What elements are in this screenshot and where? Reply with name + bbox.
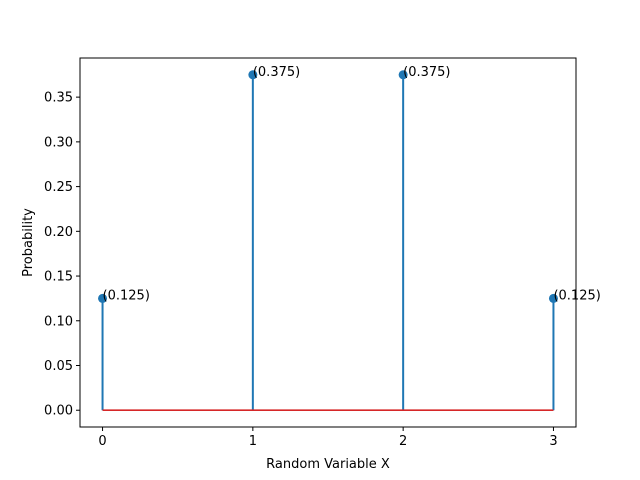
stem-marker [548,293,558,303]
stems [98,70,558,412]
y-tick-label: 0.05 [44,359,73,374]
stem-marker [248,70,258,80]
y-axis-label: Probability [21,208,36,277]
x-tick-label: 3 [549,434,557,449]
y-tick-label: 0.30 [44,135,73,150]
x-axis: 0 1 2 3 [98,427,558,449]
y-tick-label: 0.10 [44,314,73,329]
stem-marker [98,293,108,303]
data-label: (0.125) [553,288,600,303]
y-tick-label: 0.00 [44,404,73,419]
x-axis-label: Random Variable X [266,457,390,472]
data-label: (0.125) [103,288,150,303]
data-labels: (0.125) (0.375) (0.375) (0.125) [103,65,601,304]
y-tick-label: 0.15 [44,270,73,285]
y-axis: 0.00 0.05 0.10 0.15 0.20 0.25 0.30 0.35 [44,91,80,419]
data-label: (0.375) [253,65,300,80]
axes-frame [79,57,577,428]
y-tick-label: 0.25 [44,180,73,195]
x-tick-label: 1 [249,434,257,449]
y-tick-label: 0.35 [44,91,73,106]
y-tick-label: 0.20 [44,225,73,240]
stem-marker [398,70,408,80]
x-tick-label: 2 [399,434,407,449]
x-tick-label: 0 [98,434,106,449]
data-label: (0.375) [403,65,450,80]
